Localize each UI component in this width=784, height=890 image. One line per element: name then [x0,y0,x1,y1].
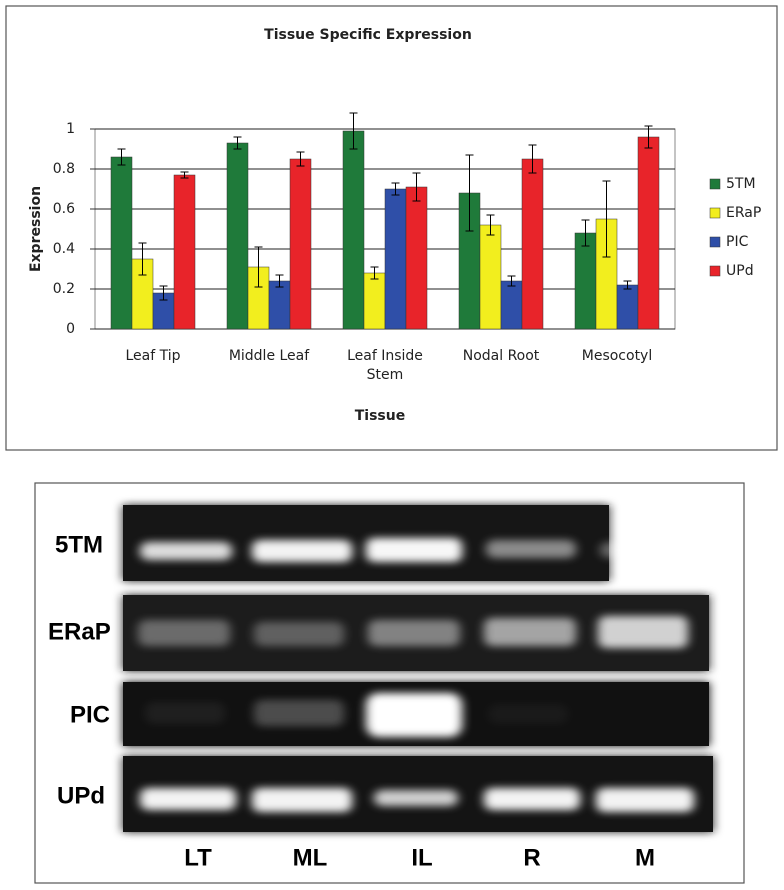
error-bar [296,151,305,167]
error-bar [412,172,421,202]
legend-label: UPd [726,263,754,279]
error-bar [159,285,168,301]
y-tick-label: 0.4 [53,241,75,257]
legend-swatch [709,178,721,190]
x-tick-label: Mesocotyl [581,348,653,364]
legend-swatch [709,265,721,277]
y-tick-label: 0.8 [53,161,75,177]
gel-row-label: 5TM [55,531,103,558]
gel-lane-label: ML [293,844,328,871]
gel-lane-label: LT [184,844,212,871]
legend-label: ERaP [726,205,761,221]
bar [479,224,502,330]
x-axis-label: Tissue [355,408,405,424]
error-bar [623,280,632,290]
x-tick-label: Leaf Tip [125,348,181,364]
error-bar [349,112,358,150]
gel-row-label: PIC [70,701,110,728]
y-axis-label: Expression [28,186,44,272]
bar [405,186,428,330]
x-tick-label: Nodal Root [462,348,540,364]
gel-lane-label: IL [411,844,432,871]
bar [226,142,249,330]
x-tick-label: Leaf Inside Stem [347,348,423,383]
bar [637,136,660,330]
error-bar [581,219,590,247]
legend-label: 5TM [726,176,756,192]
legend-swatch [709,207,721,219]
bar [289,158,312,330]
legend-swatch [709,236,721,248]
bar [384,188,407,330]
error-bar [465,154,474,232]
gel-row-label: ERaP [48,618,111,645]
bar [574,232,597,330]
bar [268,280,291,330]
error-bar [254,246,263,288]
y-tick-label: 1 [66,121,75,137]
bar [363,272,386,330]
error-bar [275,274,284,288]
error-bar [507,275,516,287]
bar [500,280,523,330]
bar [342,130,365,330]
error-bar [138,242,147,276]
error-bar [117,148,126,166]
bar [521,158,544,330]
gel-lane-label: M [635,844,655,871]
chart-title: Tissue Specific Expression [264,27,472,43]
bar [173,174,196,330]
bar [110,156,133,330]
error-bar [602,180,611,258]
gel-lane-label: R [523,844,540,871]
error-bar [370,266,379,280]
error-bar [528,144,537,174]
x-tick-label: Middle Leaf [228,348,310,364]
error-bar [391,182,400,196]
bar [616,284,639,330]
y-tick-label: 0.2 [53,281,75,297]
error-bar [644,125,653,149]
y-tick-label: 0.6 [53,201,75,217]
error-bar [233,136,242,150]
error-bar [486,214,495,236]
legend-label: PIC [726,234,749,250]
gel-row-label: UPd [57,782,105,809]
error-bar [180,171,189,179]
y-tick-label: 0 [66,321,75,337]
gel-bands [138,538,694,812]
